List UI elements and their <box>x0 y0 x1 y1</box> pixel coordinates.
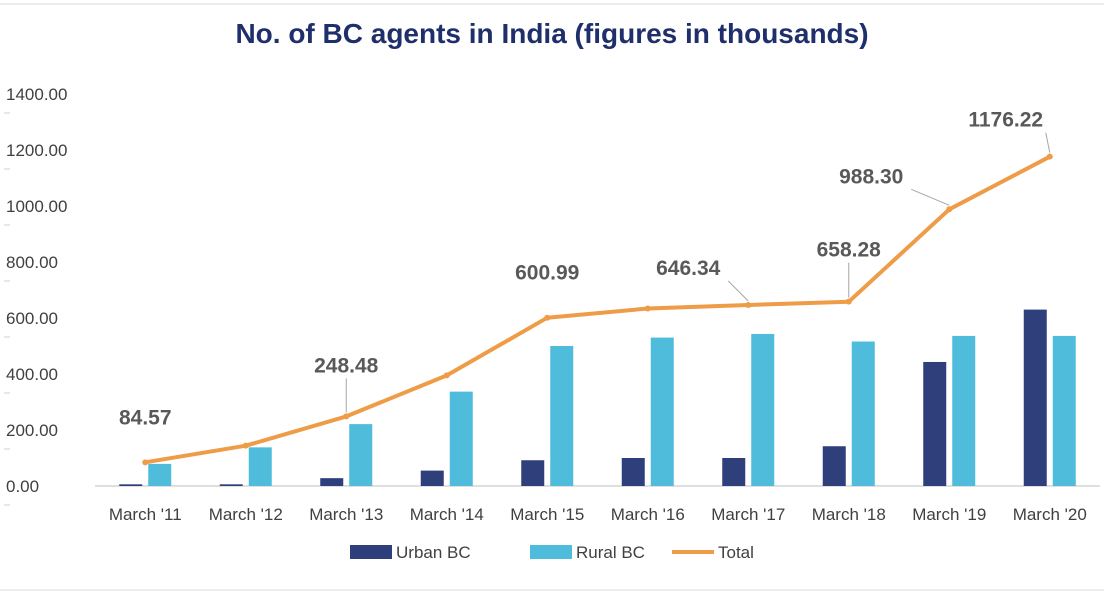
x-tick-label: March '12 <box>209 505 283 524</box>
bar-urban-bc <box>1023 309 1047 486</box>
y-tick-label: 1400.00 <box>6 85 67 104</box>
total-point <box>544 314 551 321</box>
x-tick-label: March '11 <box>109 505 182 524</box>
bar-rural-bc <box>650 337 674 486</box>
data-label: 646.34 <box>656 257 721 280</box>
x-tick-label: March '16 <box>611 505 685 524</box>
x-tick-label: March '15 <box>510 505 584 524</box>
bar-urban-bc <box>621 458 645 486</box>
legend-swatch <box>530 545 572 559</box>
bar-urban-bc <box>822 446 846 486</box>
x-tick-label: March '17 <box>711 505 785 524</box>
total-point <box>745 302 752 309</box>
bar-urban-bc <box>521 460 545 486</box>
x-tick-label: March '14 <box>410 505 484 524</box>
bar-rural-bc <box>550 346 574 486</box>
data-label: 600.99 <box>515 262 579 285</box>
total-point <box>644 305 651 312</box>
x-tick-label: March '19 <box>912 505 986 524</box>
bar-rural-bc <box>248 447 272 486</box>
x-tick-label: March '20 <box>1013 505 1087 524</box>
bar-rural-bc <box>449 391 473 486</box>
total-point <box>845 298 852 305</box>
y-tick-label: 1200.00 <box>6 141 67 160</box>
total-point <box>242 442 249 449</box>
data-label-leader <box>911 188 950 206</box>
bar-urban-bc <box>320 478 344 486</box>
x-tick-label: March '13 <box>309 505 383 524</box>
bar-rural-bc <box>148 463 172 486</box>
y-tick-label: 0.00 <box>6 477 39 496</box>
total-point <box>946 206 953 213</box>
total-line <box>143 154 1052 465</box>
bar-rural-bc <box>751 333 775 486</box>
y-tick-label: 200.00 <box>6 421 58 440</box>
bar-urban-bc <box>219 484 243 486</box>
data-label-leader <box>727 280 749 302</box>
y-tick-label: 600.00 <box>6 309 58 328</box>
bar-urban-bc <box>420 470 444 486</box>
total-point <box>142 459 149 466</box>
legend-label: Urban BC <box>396 543 471 562</box>
data-label-leader <box>1045 132 1051 153</box>
bar-urban-bc <box>722 458 746 486</box>
bar-urban-bc <box>119 484 143 486</box>
chart-title: No. of BC agents in India (figures in th… <box>235 18 869 49</box>
data-label: 1176.22 <box>968 109 1043 132</box>
total-point <box>443 372 450 379</box>
total-point <box>1046 153 1053 160</box>
legend-label: Rural BC <box>576 543 645 562</box>
y-tick-label: 400.00 <box>6 365 58 384</box>
bar-rural-bc <box>952 335 976 486</box>
legend-label: Total <box>718 543 754 562</box>
bar-urban-bc <box>923 361 947 486</box>
total-point <box>343 413 350 420</box>
bar-rural-bc <box>349 424 373 486</box>
y-tick-label: 800.00 <box>6 253 58 272</box>
legend-swatch <box>350 545 392 559</box>
bar-rural-bc <box>1052 335 1076 486</box>
bar-rural-bc <box>851 341 875 486</box>
data-label: 658.28 <box>817 239 882 262</box>
data-label: 988.30 <box>839 165 903 188</box>
data-label: 84.57 <box>119 406 172 429</box>
y-tick-label: 1000.00 <box>6 197 67 216</box>
data-label: 248.48 <box>314 354 379 377</box>
x-tick-label: March '18 <box>812 505 886 524</box>
